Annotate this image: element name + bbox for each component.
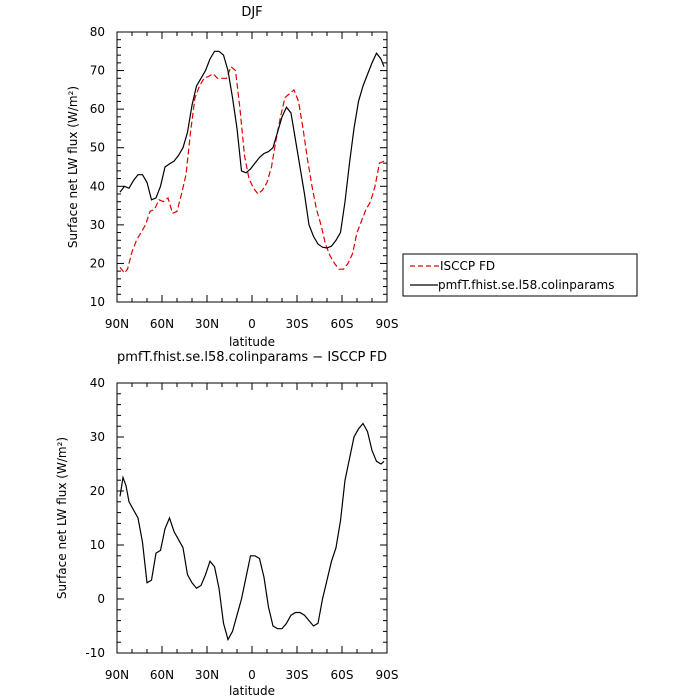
top-panel: DJF 90N 60N 30N 0 30S 60S 90S1020304050607080 … — [66, 5, 638, 349]
top-panel-ticks: 90N 60N 30N 0 30S 60S 90S 10 20 30 40 50 60 70 80 — [90, 25, 399, 331]
x-tick-label: 60N — [150, 317, 174, 331]
bottom-panel-ticks: 90N 60N 30N 0 30S 60S 90S -10 0 10 20 30 40 — [85, 376, 398, 682]
top-panel-y-axis-label: Surface net LW flux (W/m²) — [66, 86, 80, 248]
x-tick-label: 90N — [105, 317, 129, 331]
x-tick-label: 90S — [376, 668, 399, 682]
bottom-panel-y-axis-label: Surface net LW flux (W/m²) — [55, 437, 69, 599]
y-tick-label: 60 — [90, 102, 105, 116]
y-tick-label: 10 — [90, 295, 105, 309]
y-tick-label: -10 — [85, 646, 105, 660]
bottom-panel-plot-frame — [116, 382, 388, 654]
y-tick-label: 30 — [90, 218, 105, 232]
y-tick-label: 10 — [90, 538, 105, 552]
x-tick-label: 0 — [248, 317, 256, 331]
y-tick-label: 80 — [90, 25, 105, 39]
x-tick-label: 30N — [195, 668, 219, 682]
bottom-panel-title: pmfT.fhist.se.l58.colinparams − ISCCP FD — [117, 350, 387, 365]
y-tick-label: 30 — [90, 430, 105, 444]
y-tick-label: 70 — [90, 64, 105, 78]
y-tick-label: 40 — [90, 376, 105, 390]
x-tick-label: 30S — [286, 317, 309, 331]
bottom-panel: pmfT.fhist.se.l58.colinparams − ISCCP FD… — [55, 350, 398, 698]
x-tick-label: 30S — [286, 668, 309, 682]
series-line-0 — [119, 65, 385, 275]
y-tick-label: 40 — [90, 179, 105, 193]
x-tick-label: 90S — [376, 317, 399, 331]
legend-label-model: pmfT.fhist.se.l58.colinparams — [438, 278, 614, 292]
x-tick-label: 60S — [331, 668, 354, 682]
legend-label-isccp-fd: ISCCP FD — [440, 259, 495, 273]
top-panel-series — [119, 50, 385, 275]
series-line-1 — [119, 50, 385, 249]
y-tick-label: 50 — [90, 141, 105, 155]
x-tick-label: 60S — [331, 317, 354, 331]
bottom-panel-series — [119, 422, 385, 642]
x-tick-label: 60N — [150, 668, 174, 682]
x-tick-label: 90N — [105, 668, 129, 682]
series-line-0 — [119, 422, 385, 642]
y-tick-label: 20 — [90, 256, 105, 270]
top-panel-x-axis-label: latitude — [229, 335, 275, 349]
x-tick-label: 0 — [248, 668, 256, 682]
x-tick-label: 30N — [195, 317, 219, 331]
top-panel-title: DJF — [241, 5, 262, 20]
y-tick-label: 0 — [97, 592, 105, 606]
y-tick-label: 20 — [90, 484, 105, 498]
legend-box — [402, 253, 638, 297]
bottom-panel-x-axis-label: latitude — [229, 684, 275, 698]
legend: ISCCP FD pmfT.fhist.se.l58.colinparams — [402, 253, 638, 297]
